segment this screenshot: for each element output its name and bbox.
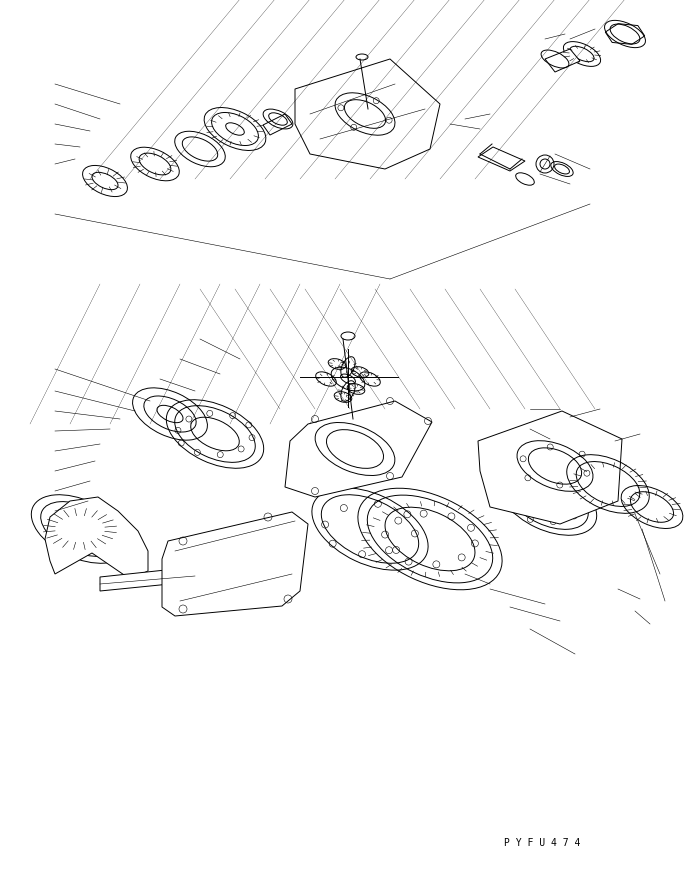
Polygon shape — [478, 148, 525, 172]
Polygon shape — [478, 412, 622, 524]
Polygon shape — [263, 115, 292, 136]
Polygon shape — [545, 50, 580, 73]
Polygon shape — [285, 401, 432, 497]
Polygon shape — [100, 569, 195, 595]
Text: P Y F U 4 7 4: P Y F U 4 7 4 — [504, 838, 580, 847]
Polygon shape — [295, 60, 440, 169]
Polygon shape — [162, 513, 308, 616]
Polygon shape — [45, 497, 148, 580]
